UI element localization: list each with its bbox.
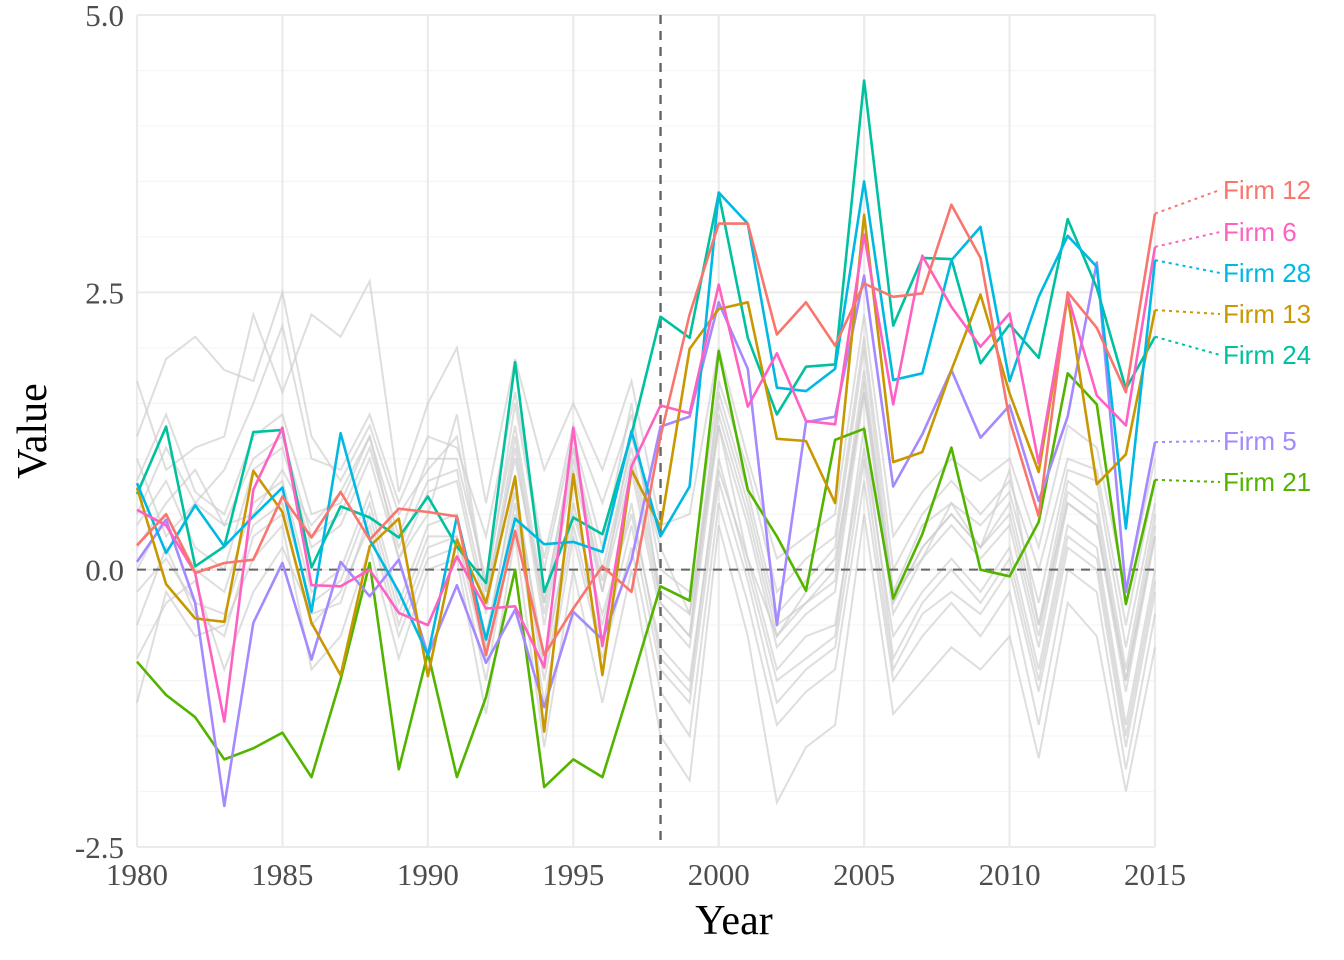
series-label: Firm 5 [1223, 426, 1297, 456]
background-series-line [136, 380, 1156, 681]
series-line-firm-5 [135, 261, 1157, 808]
y-axis-title: Value [10, 383, 56, 479]
label-connector [1154, 309, 1221, 315]
series-line-firm-21 [136, 349, 1157, 789]
x-tick-label: 1990 [397, 857, 459, 892]
label-connector [1154, 440, 1221, 444]
series-label: Firm 21 [1223, 467, 1311, 497]
background-series-line [136, 288, 1156, 648]
highlighted-series [135, 79, 1157, 808]
series-label: Firm 24 [1223, 340, 1311, 370]
x-axis-title: Year [695, 898, 772, 944]
x-tick-label: 2005 [833, 857, 895, 892]
series-labels: Firm 12 Firm 6 Firm 28 Firm 13 Firm 24 Firm 5… [1154, 175, 1311, 497]
axis-ticks: 1980 1985 1990 1995 2000 2005 2010 2015 -2.5 0.0 2… [75, 0, 1186, 892]
label-connector [1154, 478, 1221, 483]
label-connector [1154, 231, 1221, 248]
y-tick-label: 2.5 [85, 275, 124, 310]
x-tick-label: 2010 [979, 857, 1041, 892]
x-tick-label: 1985 [251, 857, 313, 892]
series-line-firm-12 [136, 203, 1157, 657]
grid [135, 14, 1157, 848]
series-label: Firm 28 [1223, 258, 1311, 288]
x-tick-label: 2000 [688, 857, 750, 892]
label-connector [1154, 335, 1221, 356]
series-label: Firm 6 [1223, 217, 1297, 247]
x-tick-label: 2015 [1124, 857, 1186, 892]
series-label: Firm 12 [1223, 175, 1311, 205]
y-tick-label: -2.5 [75, 830, 124, 865]
y-tick-label: 5.0 [85, 0, 124, 33]
series-line-firm-6 [136, 233, 1157, 723]
background-series-line [136, 277, 1156, 593]
series-label: Firm 13 [1223, 299, 1311, 329]
series-line-firm-24 [135, 79, 1157, 594]
x-tick-label: 1980 [106, 857, 168, 892]
series-line-firm-13 [135, 213, 1157, 733]
series-line-firm-28 [135, 180, 1157, 657]
reference-lines [137, 15, 1155, 847]
label-connector [1154, 259, 1221, 274]
y-tick-label: 0.0 [85, 553, 124, 588]
x-tick-label: 1995 [542, 857, 604, 892]
label-connector [1154, 189, 1221, 215]
